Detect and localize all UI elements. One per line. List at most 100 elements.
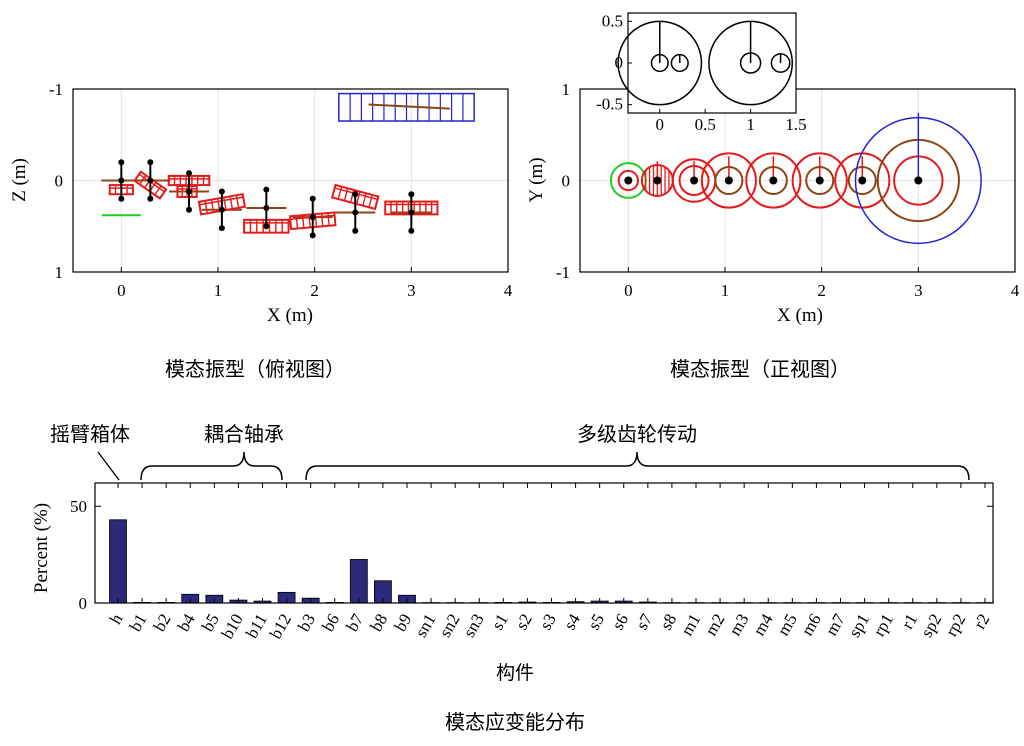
top-xtick-label: 2	[310, 281, 319, 300]
inset-xtick-label: 0	[656, 115, 665, 134]
bar-category-label: m2	[701, 611, 728, 639]
bar-category-label: b7	[342, 610, 367, 635]
inset-axes-box	[627, 12, 797, 114]
bar-category-label: m1	[677, 611, 704, 639]
top-axle-end	[309, 195, 316, 202]
bar-b7	[349, 559, 368, 604]
front-ytick-label: 1	[562, 80, 571, 99]
top-xtick-label: 0	[117, 281, 126, 300]
bar-category-label: sn1	[411, 611, 439, 641]
inset-ytick-label: -0.5	[596, 95, 623, 114]
top-axle-end	[186, 170, 192, 177]
bar-category-label: b11	[242, 611, 271, 642]
top-gear-tooth	[320, 213, 324, 227]
bar-category-label: s3	[536, 611, 560, 634]
front-xtick-label: 4	[1011, 281, 1020, 300]
inset-circle	[708, 20, 794, 106]
bar-category-label: b3	[294, 611, 319, 635]
bar-category-label: b6	[318, 611, 343, 635]
bar-category-label: m3	[725, 611, 752, 639]
top-gear-tooth	[235, 195, 240, 208]
bar-category-label: s6	[608, 611, 632, 634]
bar-axes-box	[94, 482, 994, 604]
top-axle-end	[263, 223, 270, 230]
front-hub	[690, 176, 699, 185]
group-label-bearings: 耦合轴承	[204, 423, 284, 446]
front-hub	[653, 176, 662, 185]
bar-category-label: m5	[773, 611, 800, 639]
top-axle-end	[263, 186, 270, 193]
front-gear-circle	[745, 152, 802, 209]
front-view-ylabel: Y (m)	[526, 157, 547, 202]
top-axle-hub	[309, 214, 316, 221]
top-axle-hub	[263, 204, 270, 211]
bar-ytick-label: 50	[70, 497, 87, 516]
top-gear-outline	[133, 170, 168, 200]
front-gear-circle	[700, 152, 757, 209]
group-label-housing: 摇臂箱体	[50, 423, 130, 446]
bearings-brace	[140, 451, 283, 481]
top-axle-end	[147, 195, 154, 202]
top-axle-end	[352, 191, 359, 198]
bar-category-label: sn2	[435, 611, 463, 641]
top-axle-hub	[408, 209, 415, 216]
bar-ytick-label: 0	[79, 594, 88, 613]
front-view-plot: 0 1 2 3 4 -1 0 1 X (m) Y (m)	[526, 80, 1020, 326]
bar-category-label: b1	[126, 611, 151, 635]
top-gear-tooth	[154, 185, 162, 196]
inset-ytick-label: 0.5	[602, 11, 623, 30]
top-gear-tooth	[308, 214, 311, 228]
inset-xtick-label: 1.5	[785, 115, 806, 134]
front-hub	[815, 176, 824, 185]
top-view-xlabel: X (m)	[267, 305, 313, 326]
inset-xtick-label: 0.5	[695, 115, 716, 134]
front-hub	[724, 176, 733, 185]
top-gear-tooth	[337, 186, 343, 200]
top-view-ylabel: Z (m)	[9, 158, 30, 202]
front-hub	[769, 176, 778, 185]
inset-xtick-label: 1	[746, 115, 755, 134]
bar-category-label: b8	[366, 611, 391, 635]
front-view-xlabel: X (m)	[777, 305, 823, 326]
top-xtick-label: 4	[504, 281, 513, 300]
bar-category-label: m6	[798, 611, 825, 639]
front-gear-circle	[834, 152, 891, 209]
bar-category-label: s7	[632, 610, 656, 633]
top-gear-tooth	[301, 215, 305, 229]
bar-category-label: s4	[560, 610, 584, 633]
bar-xlabel: 构件	[496, 662, 534, 684]
gears-brace	[305, 451, 970, 481]
bar-caption: 模态应变能分布	[445, 711, 585, 734]
top-axle-end	[186, 206, 192, 213]
top-ytick-label: 0	[55, 172, 64, 191]
top-axle-end	[147, 159, 154, 166]
top-gear-outline	[330, 183, 380, 211]
top-gear-tooth	[362, 193, 367, 206]
top-axle-hub	[186, 188, 192, 195]
top-gear-tooth	[229, 196, 234, 210]
top-xtick-label: 3	[407, 281, 416, 300]
inset-circle	[617, 20, 703, 106]
front-view-axes-box	[579, 88, 1016, 273]
bar-category-label: s2	[512, 611, 536, 634]
top-view-plot: 0 1 2 3 4 -1 0 1 X (m) Z (m)	[9, 80, 513, 326]
top-axle-end	[408, 191, 415, 198]
bar-category-label: sn3	[459, 611, 487, 641]
bar-category-label: sp2	[917, 611, 945, 641]
front-hub	[624, 176, 633, 185]
top-gear-tooth	[223, 197, 227, 211]
top-axle-hub	[147, 177, 154, 184]
top-axle-hub	[352, 209, 359, 216]
bar-category-label: b10	[218, 611, 247, 643]
inset-ytick-label: 0	[615, 53, 624, 72]
top-xtick-label: 1	[214, 281, 223, 300]
top-axle-end	[408, 227, 415, 234]
front-hub	[914, 176, 923, 185]
top-axle-end	[118, 195, 125, 202]
bar-category-label: r2	[970, 611, 994, 633]
front-gear-circle	[791, 152, 848, 209]
front-xtick-label: 1	[721, 281, 730, 300]
top-axle-hub	[118, 177, 125, 184]
